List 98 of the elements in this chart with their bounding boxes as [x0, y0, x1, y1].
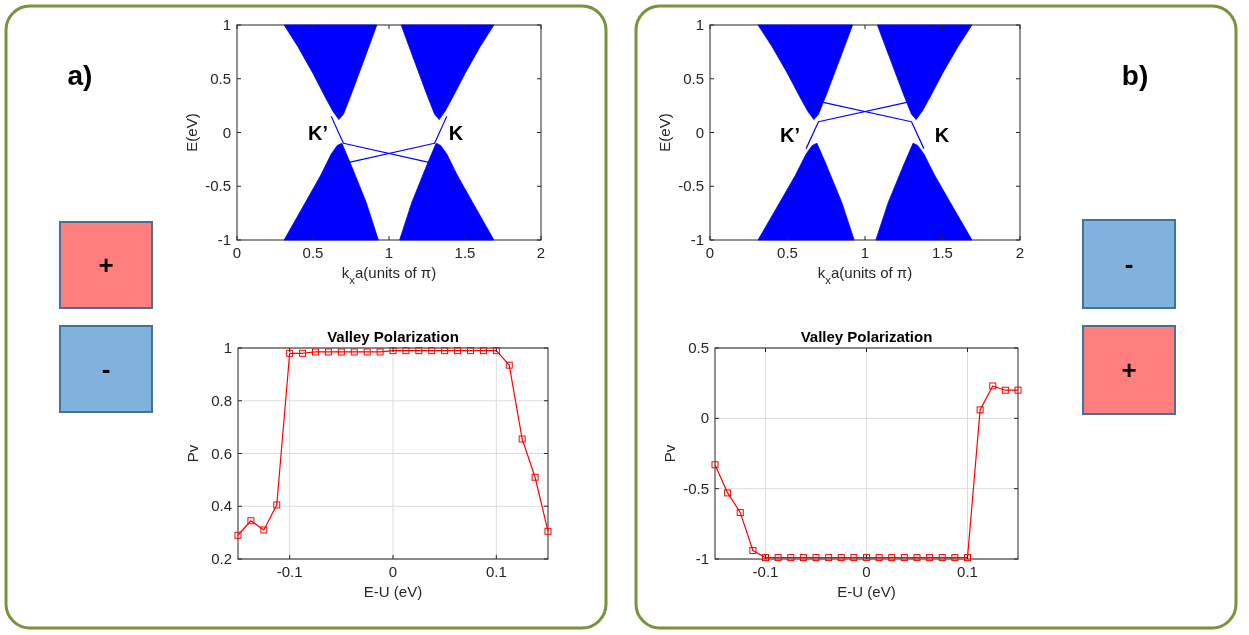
x-tick-label: 1.5 — [932, 244, 953, 261]
x-tick-label: 2 — [1015, 244, 1025, 261]
category-label: + — [98, 250, 114, 280]
point — [1014, 386, 1022, 394]
point — [900, 554, 908, 562]
point — [350, 348, 358, 356]
point — [850, 554, 858, 562]
annotation: K’ — [308, 122, 328, 144]
y-tick-label: 1 — [223, 339, 232, 356]
category-label: - — [101, 354, 111, 384]
x-tick-label: 0 — [862, 563, 871, 580]
y-tick-label: 0.5 — [210, 69, 231, 87]
point — [286, 349, 294, 357]
x-axis-title: E-U (eV) — [837, 583, 896, 600]
x-tick-label: 0.5 — [302, 244, 324, 261]
point — [711, 461, 719, 469]
y-tick-label: -0.5 — [205, 177, 231, 195]
point — [736, 509, 744, 517]
y-tick-label: -1 — [217, 231, 231, 248]
point — [505, 361, 513, 369]
category-label: - — [1124, 249, 1134, 279]
y-tick-label: 0.5 — [688, 339, 709, 356]
x-tick-label: 0.1 — [957, 563, 978, 580]
point — [454, 347, 462, 355]
point — [402, 347, 410, 355]
chart-title: Valley Polarization — [327, 328, 459, 345]
point — [415, 347, 423, 355]
point — [518, 435, 526, 443]
x-tick-label: -0.1 — [752, 563, 779, 580]
point — [926, 554, 934, 562]
y-axis-title: E(eV) — [656, 113, 673, 152]
annotation: K — [934, 124, 950, 146]
point — [825, 554, 833, 562]
point — [749, 547, 757, 555]
x-tick-label: 1.5 — [454, 244, 476, 261]
x-axis-title: k$_{x}$a(units of π) — [817, 264, 913, 286]
category-label: + — [1121, 355, 1137, 385]
y-tick-label: -1 — [695, 550, 709, 567]
point — [479, 347, 487, 355]
x-axis-title: E-U (eV) — [363, 583, 423, 600]
x-tick-label: 0.5 — [777, 244, 798, 261]
x-axis-title: k$_{x}$a(units of π) — [341, 264, 437, 286]
y-axis-title: Pv — [184, 444, 201, 463]
y-tick-label: -0.5 — [683, 479, 709, 497]
x-tick-label: 0 — [388, 563, 398, 580]
y-tick-label: 0.8 — [211, 391, 232, 409]
point — [273, 501, 281, 509]
point — [363, 348, 371, 356]
annotation: K — [448, 122, 464, 144]
point — [888, 554, 896, 562]
y-tick-label: -1 — [690, 231, 704, 248]
point — [312, 348, 319, 356]
point — [467, 347, 474, 355]
y-axis-title: E(eV) — [183, 113, 200, 152]
point — [299, 349, 307, 357]
annotation: K’ — [780, 124, 800, 146]
point — [976, 406, 984, 414]
y-tick-label: 0.5 — [683, 69, 704, 87]
point — [812, 554, 820, 562]
y-tick-label: 0.2 — [211, 550, 232, 567]
chart-title: Valley Polarization — [800, 328, 933, 345]
point — [774, 554, 782, 562]
y-tick-label: 0.4 — [211, 497, 232, 515]
point — [913, 554, 921, 562]
x-tick-label: -0.1 — [276, 563, 303, 580]
point — [234, 531, 242, 539]
point — [544, 527, 552, 535]
point — [837, 554, 845, 562]
text: b) — [1121, 60, 1149, 91]
point — [531, 473, 539, 481]
point — [724, 489, 732, 497]
point — [787, 554, 795, 562]
point — [989, 382, 997, 390]
x-tick-label: 1 — [384, 244, 394, 261]
point — [376, 348, 384, 356]
x-tick-label: 2 — [536, 244, 546, 261]
text: a) — [67, 60, 93, 91]
point — [337, 348, 345, 356]
point — [875, 554, 883, 562]
y-tick-label: 0 — [222, 123, 231, 141]
point — [260, 526, 268, 534]
y-tick-label: 0 — [695, 123, 704, 141]
y-axis-title: Pv — [661, 444, 678, 463]
y-tick-label: 0.6 — [211, 444, 232, 462]
x-tick-label: 1 — [860, 244, 870, 261]
point — [799, 554, 807, 562]
point — [951, 554, 959, 562]
y-tick-label: 1 — [222, 16, 231, 33]
y-tick-label: 0 — [700, 409, 709, 427]
point — [938, 554, 946, 562]
point — [441, 347, 449, 355]
point — [1001, 386, 1009, 394]
y-tick-label: 1 — [695, 16, 704, 33]
point — [247, 517, 255, 525]
x-tick-label: 0.1 — [485, 563, 507, 580]
point — [324, 348, 332, 356]
point — [428, 347, 436, 355]
y-tick-label: -0.5 — [678, 177, 704, 195]
